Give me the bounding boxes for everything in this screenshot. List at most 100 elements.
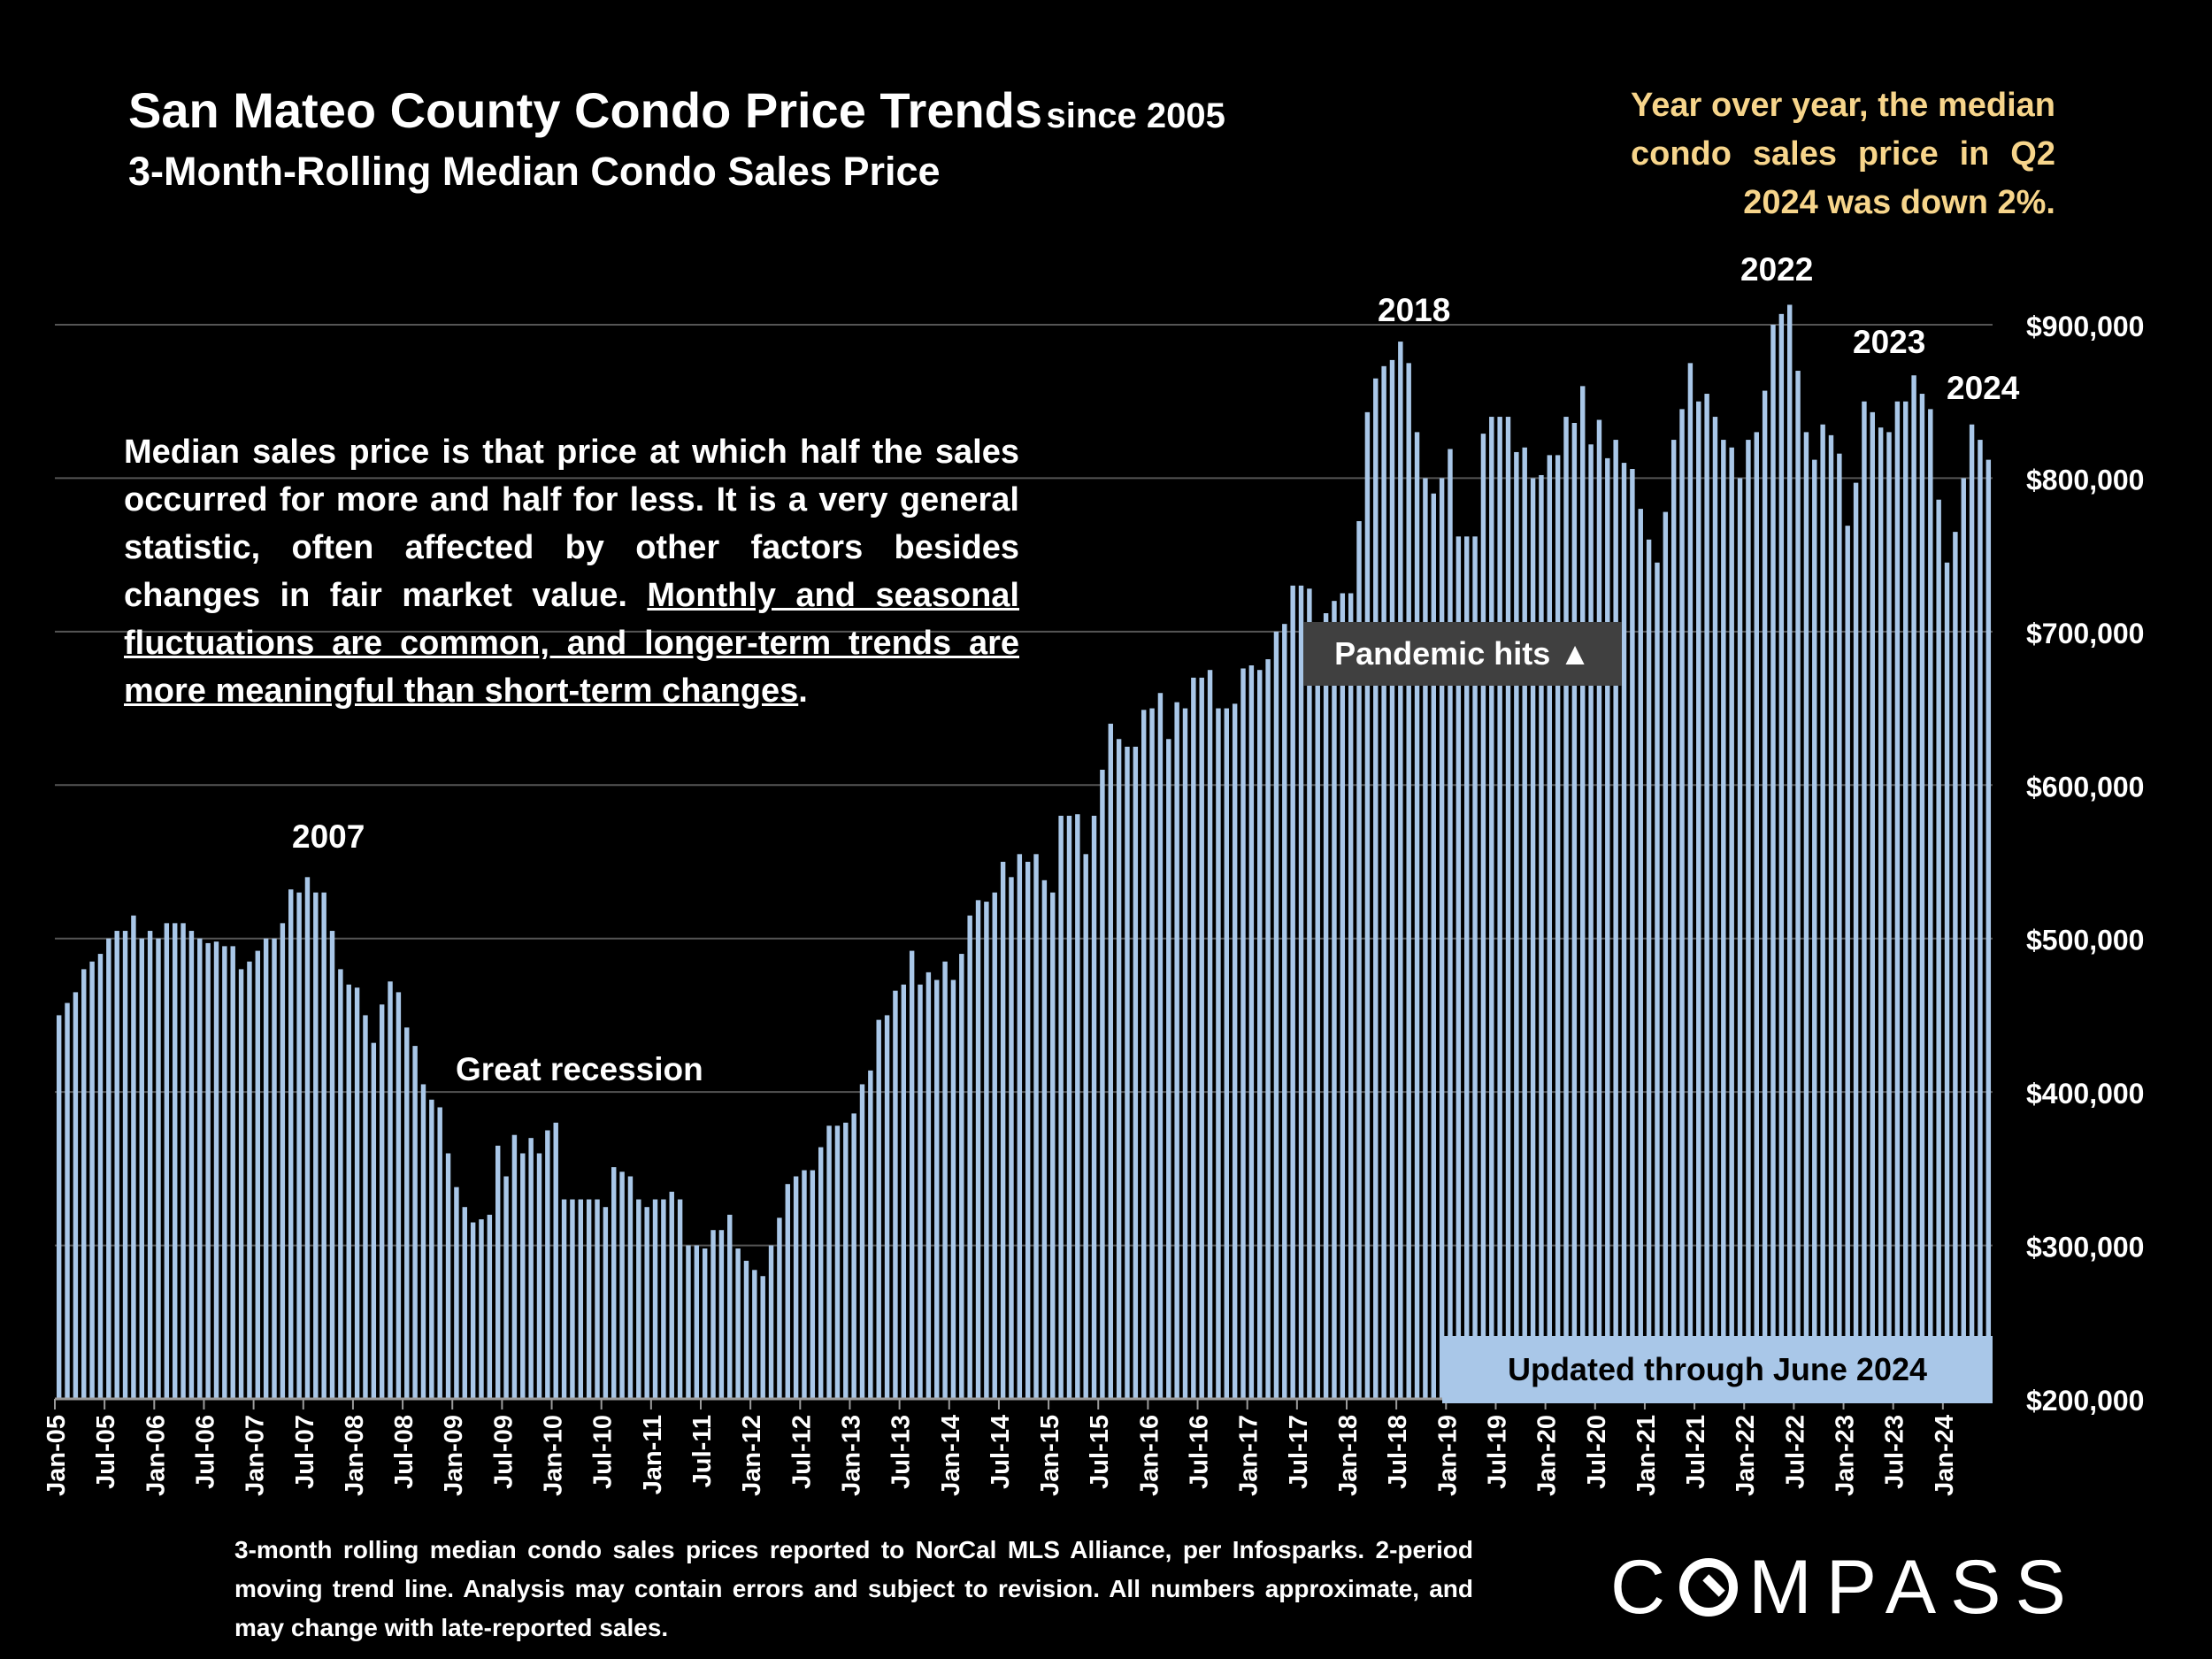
bar [810, 1170, 816, 1399]
explanation-end: . [798, 672, 808, 710]
x-tick-label: Jul-06 [191, 1415, 219, 1489]
x-tick-label: Jan-10 [540, 1415, 568, 1496]
bar [1563, 417, 1569, 1399]
x-tick-label: Jan-11 [639, 1415, 667, 1494]
y-tick-label: $300,000 [2026, 1232, 2144, 1263]
bar [1480, 434, 1486, 1399]
bar [1058, 815, 1064, 1399]
bar [992, 892, 997, 1399]
bar [122, 931, 128, 1399]
bar [1571, 422, 1578, 1399]
bar [1919, 394, 1925, 1399]
bar [1539, 474, 1544, 1400]
bar [727, 1214, 733, 1399]
annotation-2007: 2007 [292, 818, 365, 855]
x-axis-labels: Jan-05 Jul-05 Jan-06 Jul-06 Jan-07 Jul-07 Jan-… [42, 1399, 1959, 1496]
y-axis-labels: $200,000 $300,000 $400,000 $500,000 $600,000… [2026, 311, 2144, 1417]
bar [1870, 411, 1876, 1400]
bar [743, 1260, 749, 1399]
bar [611, 1167, 617, 1399]
bar [884, 1015, 890, 1399]
annotation-2018: 2018 [1378, 292, 1451, 328]
x-tick-label: Jul-12 [787, 1415, 816, 1489]
bar [429, 1099, 434, 1399]
bar [479, 1219, 484, 1399]
bar [1754, 432, 1759, 1399]
x-tick-label: Jul-11 [688, 1415, 717, 1487]
bar [147, 931, 153, 1399]
bar [1928, 409, 1933, 1399]
bar [1514, 451, 1519, 1400]
bar [404, 1027, 410, 1399]
bar [238, 969, 244, 1399]
bar [793, 1176, 799, 1399]
x-tick-label: Jan-09 [440, 1415, 468, 1496]
bar [462, 1207, 467, 1399]
bar [909, 950, 915, 1399]
bar [984, 902, 989, 1399]
bar [1671, 440, 1677, 1399]
bar [329, 931, 335, 1399]
bar [1191, 677, 1196, 1399]
bar [950, 979, 956, 1399]
bar [528, 1138, 534, 1399]
bar [1323, 613, 1329, 1399]
footnote: 3-month rolling median condo sales price… [234, 1536, 1473, 1641]
x-tick-label: Jul-23 [1881, 1415, 1909, 1489]
bar [1886, 432, 1892, 1399]
annotation-2022: 2022 [1740, 251, 1814, 288]
bar [288, 889, 294, 1399]
x-tick-label: Jan-21 [1632, 1415, 1661, 1496]
bar [1944, 562, 1950, 1399]
bar [834, 1125, 841, 1399]
bar [1778, 313, 1785, 1399]
bar [1985, 459, 1992, 1399]
bar [304, 877, 311, 1399]
bar [536, 1153, 542, 1399]
bar [172, 923, 178, 1399]
bar [1116, 739, 1122, 1399]
bar [454, 1187, 459, 1399]
bar [1472, 536, 1478, 1399]
x-tick-label: Jul-21 [1682, 1415, 1710, 1489]
bar [437, 1107, 442, 1399]
bar [1381, 365, 1386, 1400]
x-tick-label: Jul-18 [1384, 1415, 1412, 1489]
bar [1224, 708, 1230, 1399]
bar [1837, 453, 1842, 1400]
x-tick-label: Jul-20 [1583, 1415, 1611, 1489]
bar [545, 1130, 550, 1399]
bar [1083, 854, 1088, 1399]
bar [1307, 588, 1312, 1399]
bar [164, 923, 170, 1399]
bar [89, 961, 95, 1399]
x-tick-label: Jan-24 [1931, 1415, 1959, 1496]
annotation-2023: 2023 [1853, 324, 1926, 360]
bar [1894, 401, 1901, 1400]
bar [901, 984, 907, 1399]
y-tick-label: $400,000 [2026, 1078, 2144, 1110]
bar [1455, 536, 1462, 1399]
x-tick-label: Jul-16 [1186, 1415, 1214, 1489]
bar [1911, 375, 1916, 1400]
bar [967, 915, 972, 1399]
bar [1182, 708, 1188, 1399]
bar [1041, 879, 1048, 1399]
bar [520, 1153, 526, 1399]
bar [1770, 325, 1776, 1399]
bar [802, 1170, 807, 1399]
bar [1522, 447, 1527, 1399]
bar [735, 1248, 741, 1399]
bar [686, 1245, 691, 1399]
bar [1075, 814, 1080, 1399]
bar [1613, 440, 1618, 1399]
bar [1696, 401, 1701, 1400]
bar [1017, 854, 1023, 1399]
bar [1414, 432, 1420, 1399]
bar [1033, 854, 1039, 1399]
bar [1025, 862, 1031, 1399]
bar [1398, 342, 1403, 1400]
compass-logo: C MPASS [1610, 1544, 2080, 1632]
bar [826, 1125, 832, 1399]
bar [1108, 723, 1113, 1399]
